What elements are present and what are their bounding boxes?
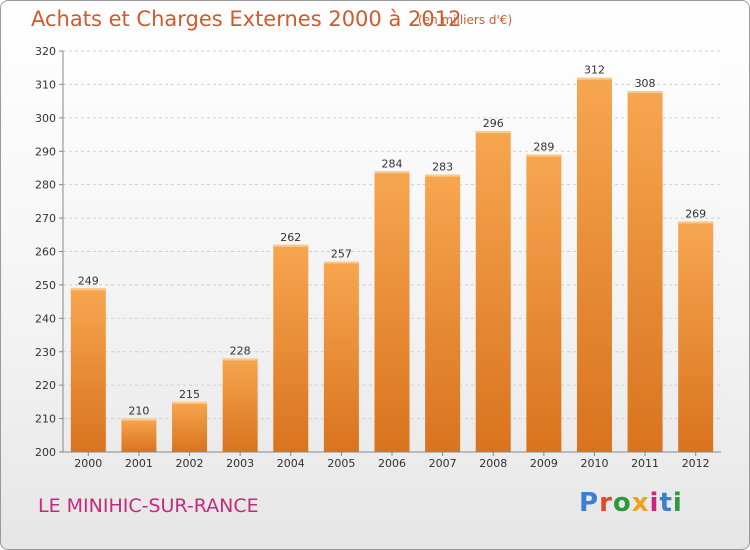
bar-highlight-2002 [172, 401, 208, 404]
bar-2009 [526, 154, 562, 452]
data-label-2002: 215 [179, 388, 200, 401]
x-tick-label-2006: 2006 [378, 457, 406, 470]
logo-letter: r [599, 488, 613, 518]
y-tick-label: 240 [35, 312, 56, 325]
data-label-2007: 283 [432, 161, 453, 174]
data-label-2008: 296 [483, 117, 504, 130]
data-label-2012: 269 [685, 207, 706, 220]
x-tick-label-2002: 2002 [176, 457, 204, 470]
y-tick-label: 210 [35, 413, 56, 426]
bar-2008 [475, 131, 511, 452]
y-tick-label: 220 [35, 379, 56, 392]
x-tick-label-2005: 2005 [327, 457, 355, 470]
x-tick-label-2010: 2010 [580, 457, 608, 470]
bar-2007 [425, 174, 461, 452]
bar-2011 [627, 91, 663, 452]
bars [70, 77, 714, 453]
logo-letter: i [649, 488, 660, 518]
data-label-2011: 308 [635, 77, 656, 90]
bar-highlight-2001 [121, 418, 157, 421]
bar-highlight-2004 [273, 244, 309, 247]
bar-2006 [374, 171, 410, 453]
bar-highlight-2008 [475, 131, 511, 134]
logo-letter: t [659, 488, 673, 518]
logo-letter: P [579, 488, 600, 518]
y-tick-label: 200 [35, 446, 56, 459]
x-tick-label-2004: 2004 [277, 457, 305, 470]
chart-unit-subtitle: (en milliers d'€) [418, 13, 513, 27]
bar-2001 [121, 418, 157, 452]
bar-highlight-2005 [323, 261, 359, 264]
x-tick-label-2003: 2003 [226, 457, 254, 470]
y-tick-label: 300 [35, 112, 56, 125]
data-label-2010: 312 [584, 64, 605, 77]
bar-2004 [273, 244, 309, 452]
y-tick-label: 270 [35, 212, 56, 225]
axes: 200 210 220 230 240 250 260 270 280 290 300 310 320 2… [35, 45, 721, 470]
bar-2005 [323, 261, 359, 452]
logo-letter: i [672, 488, 683, 518]
x-tick-label-2008: 2008 [479, 457, 507, 470]
bar-highlight-2007 [425, 174, 461, 177]
bar-highlight-2012 [678, 221, 714, 224]
x-tick-label-2011: 2011 [631, 457, 659, 470]
proxiti-logo[interactable]: Proxiti [579, 488, 683, 518]
bar-2012 [678, 221, 714, 452]
bar-highlight-2006 [374, 171, 410, 174]
data-label-2006: 284 [382, 157, 403, 170]
data-label-2004: 262 [280, 231, 301, 244]
bar-highlight-2011 [627, 91, 663, 94]
y-tick-label: 310 [35, 78, 56, 91]
bar-2010 [576, 77, 612, 452]
data-labels: 249 210 215 228 262 257 284 283 296 289 312 308 269 [78, 64, 706, 418]
y-tick-label: 290 [35, 145, 56, 158]
y-tick-label: 250 [35, 279, 56, 292]
x-tick-label-2000: 2000 [74, 457, 102, 470]
bar-2000 [70, 288, 106, 452]
data-label-2001: 210 [128, 405, 149, 418]
data-label-2005: 257 [331, 248, 352, 261]
bar-highlight-2010 [576, 77, 612, 80]
commune-name: LE MINIHIC-SUR-RANCE [38, 495, 259, 517]
data-label-2003: 228 [230, 344, 251, 357]
chart-title: Achats et Charges Externes 2000 à 2012 [31, 7, 462, 31]
bar-highlight-2003 [222, 358, 258, 361]
bar-2002 [172, 401, 208, 452]
bar-highlight-2000 [70, 288, 106, 291]
bar-highlight-2009 [526, 154, 562, 157]
y-tick-label: 230 [35, 346, 56, 359]
data-label-2000: 249 [78, 274, 99, 287]
x-tick-label-2009: 2009 [530, 457, 558, 470]
y-tick-label: 260 [35, 246, 56, 259]
data-label-2009: 289 [533, 141, 554, 154]
x-tick-label-2001: 2001 [125, 457, 153, 470]
y-tick-label: 280 [35, 179, 56, 192]
x-tick-label-2012: 2012 [682, 457, 710, 470]
logo-letter: o [612, 488, 632, 518]
y-tick-label: 320 [35, 45, 56, 58]
bar-2003 [222, 358, 258, 452]
x-tick-label-2007: 2007 [429, 457, 457, 470]
logo-letter: x [631, 488, 650, 518]
